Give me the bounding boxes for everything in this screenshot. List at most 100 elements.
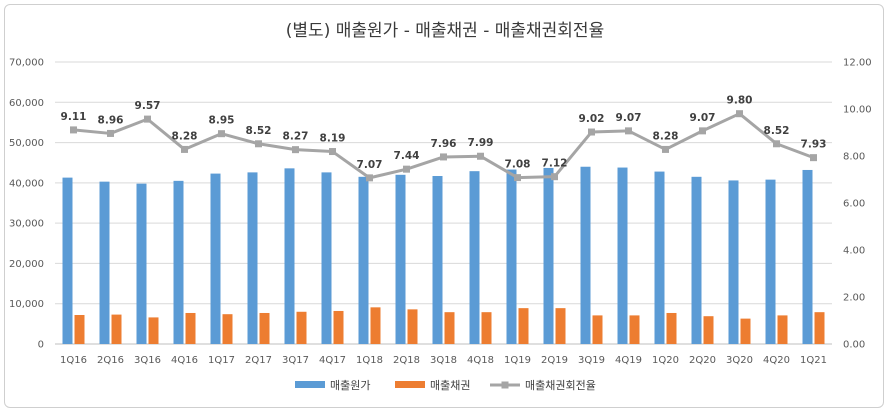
legend-swatch bbox=[395, 381, 425, 388]
legend-label: 매출채권 bbox=[430, 379, 470, 392]
cost-bar bbox=[136, 183, 147, 344]
ratio-data-label: 9.80 bbox=[727, 95, 753, 107]
ratio-data-label: 8.95 bbox=[209, 115, 235, 127]
legend: 매출원가 매출채권 매출채권회전율 bbox=[295, 379, 596, 392]
x-tick-label: 1Q20 bbox=[652, 355, 679, 366]
ratio-marker bbox=[477, 152, 484, 160]
ratio-marker bbox=[514, 174, 521, 182]
x-tick-label: 1Q16 bbox=[60, 355, 87, 366]
data-labels: 9.11 8.96 9.57 8.28 8.95 8.52 8.27 8.19 7.07 7.44… bbox=[61, 95, 827, 171]
x-tick-label: 2Q16 bbox=[97, 355, 124, 366]
x-tick-label: 1Q18 bbox=[356, 355, 383, 366]
receivable-bar bbox=[259, 312, 270, 344]
left-tick-label: 60,000 bbox=[9, 98, 44, 109]
left-tick-label: 0 bbox=[38, 340, 44, 351]
right-tick-label: 6.00 bbox=[843, 199, 865, 210]
cost-bar bbox=[62, 177, 73, 344]
left-tick-label: 50,000 bbox=[9, 138, 44, 149]
ratio-data-label: 8.19 bbox=[320, 133, 346, 145]
left-tick-label: 20,000 bbox=[9, 259, 44, 270]
ratio-marker bbox=[440, 153, 447, 161]
cost-bar bbox=[654, 171, 665, 344]
x-tick-label: 4Q19 bbox=[615, 355, 642, 366]
legend-marker bbox=[501, 381, 509, 389]
receivable-bar bbox=[296, 311, 307, 344]
x-tick-label: 3Q16 bbox=[134, 355, 161, 366]
cost-bar bbox=[506, 169, 517, 344]
cost-bar bbox=[765, 179, 776, 344]
ratio-marker bbox=[255, 140, 262, 148]
right-tick-label: 2.00 bbox=[843, 293, 865, 304]
cost-bar bbox=[469, 171, 480, 344]
ratio-marker bbox=[329, 148, 336, 156]
x-tick-label: 4Q18 bbox=[467, 355, 494, 366]
cost-bar bbox=[284, 168, 295, 344]
ratio-marker bbox=[588, 128, 595, 136]
legend-label: 매출원가 bbox=[330, 379, 370, 392]
cost-bar bbox=[247, 172, 258, 344]
cost-bar bbox=[99, 181, 110, 344]
x-tick-label: 2Q19 bbox=[541, 355, 568, 366]
cost-bar bbox=[173, 180, 184, 344]
receivable-bar bbox=[333, 310, 344, 344]
receivable-bar bbox=[703, 316, 714, 344]
cost-bar bbox=[432, 176, 443, 344]
cost-bar bbox=[728, 180, 739, 344]
cost-bar bbox=[321, 172, 332, 344]
x-tick-label: 1Q19 bbox=[504, 355, 531, 366]
ratio-data-label: 7.44 bbox=[394, 150, 420, 162]
x-tick-label: 2Q20 bbox=[689, 355, 716, 366]
left-tick-label: 40,000 bbox=[9, 178, 44, 189]
right-tick-label: 10.00 bbox=[843, 105, 872, 116]
ratio-data-label: 8.28 bbox=[172, 130, 198, 142]
ratio-marker bbox=[218, 130, 225, 138]
ratio-marker bbox=[144, 115, 151, 123]
bars bbox=[62, 166, 825, 344]
chart-title: (별도) 매출원가 - 매출채권 - 매출채권회전율 bbox=[285, 21, 605, 41]
x-tick-label: 1Q21 bbox=[800, 355, 827, 366]
ratio-data-label: 8.28 bbox=[653, 130, 679, 142]
cost-bar bbox=[580, 166, 591, 344]
ratio-marker bbox=[107, 129, 114, 137]
cost-bar bbox=[802, 169, 813, 344]
left-tick-label: 30,000 bbox=[9, 219, 44, 230]
left-axis: 0 10,000 20,000 30,000 40,000 50,000 60,000 70,… bbox=[9, 58, 44, 351]
ratio-data-label: 9.57 bbox=[135, 100, 161, 112]
ratio-marker bbox=[292, 146, 299, 154]
ratio-data-label: 8.96 bbox=[98, 114, 124, 126]
receivable-bar bbox=[111, 314, 122, 344]
ratio-marker bbox=[662, 145, 669, 153]
receivable-bar bbox=[555, 308, 566, 344]
gridlines bbox=[55, 61, 832, 345]
ratio-data-label: 7.93 bbox=[801, 139, 827, 151]
ratio-data-label: 7.96 bbox=[431, 138, 457, 150]
ratio-data-label: 8.27 bbox=[283, 131, 309, 143]
right-tick-label: 4.00 bbox=[843, 246, 865, 257]
ratio-marker bbox=[366, 174, 373, 182]
ratio-data-label: 8.52 bbox=[764, 125, 790, 137]
ratio-line bbox=[70, 110, 817, 182]
x-tick-label: 4Q17 bbox=[319, 355, 346, 366]
x-tick-label: 3Q20 bbox=[726, 355, 753, 366]
cost-bar bbox=[543, 167, 554, 344]
ratio-marker bbox=[810, 154, 817, 162]
ratio-data-label: 9.07 bbox=[690, 112, 716, 124]
right-tick-label: 0.00 bbox=[843, 340, 865, 351]
cost-bar bbox=[210, 173, 221, 344]
receivable-bar bbox=[518, 308, 529, 344]
x-tick-label: 3Q18 bbox=[430, 355, 457, 366]
cost-bar bbox=[395, 174, 406, 344]
receivable-bar bbox=[814, 312, 825, 344]
receivable-bar bbox=[777, 315, 788, 344]
x-tick-label: 2Q18 bbox=[393, 355, 420, 366]
x-tick-label: 3Q17 bbox=[282, 355, 309, 366]
left-tick-label: 70,000 bbox=[9, 58, 44, 69]
ratio-marker bbox=[70, 126, 77, 134]
cost-bar bbox=[617, 167, 628, 344]
receivable-bar bbox=[148, 317, 159, 344]
x-tick-label: 4Q16 bbox=[171, 355, 198, 366]
ratio-marker bbox=[181, 145, 188, 153]
ratio-data-label: 7.12 bbox=[542, 158, 568, 170]
receivable-bar bbox=[74, 314, 85, 344]
